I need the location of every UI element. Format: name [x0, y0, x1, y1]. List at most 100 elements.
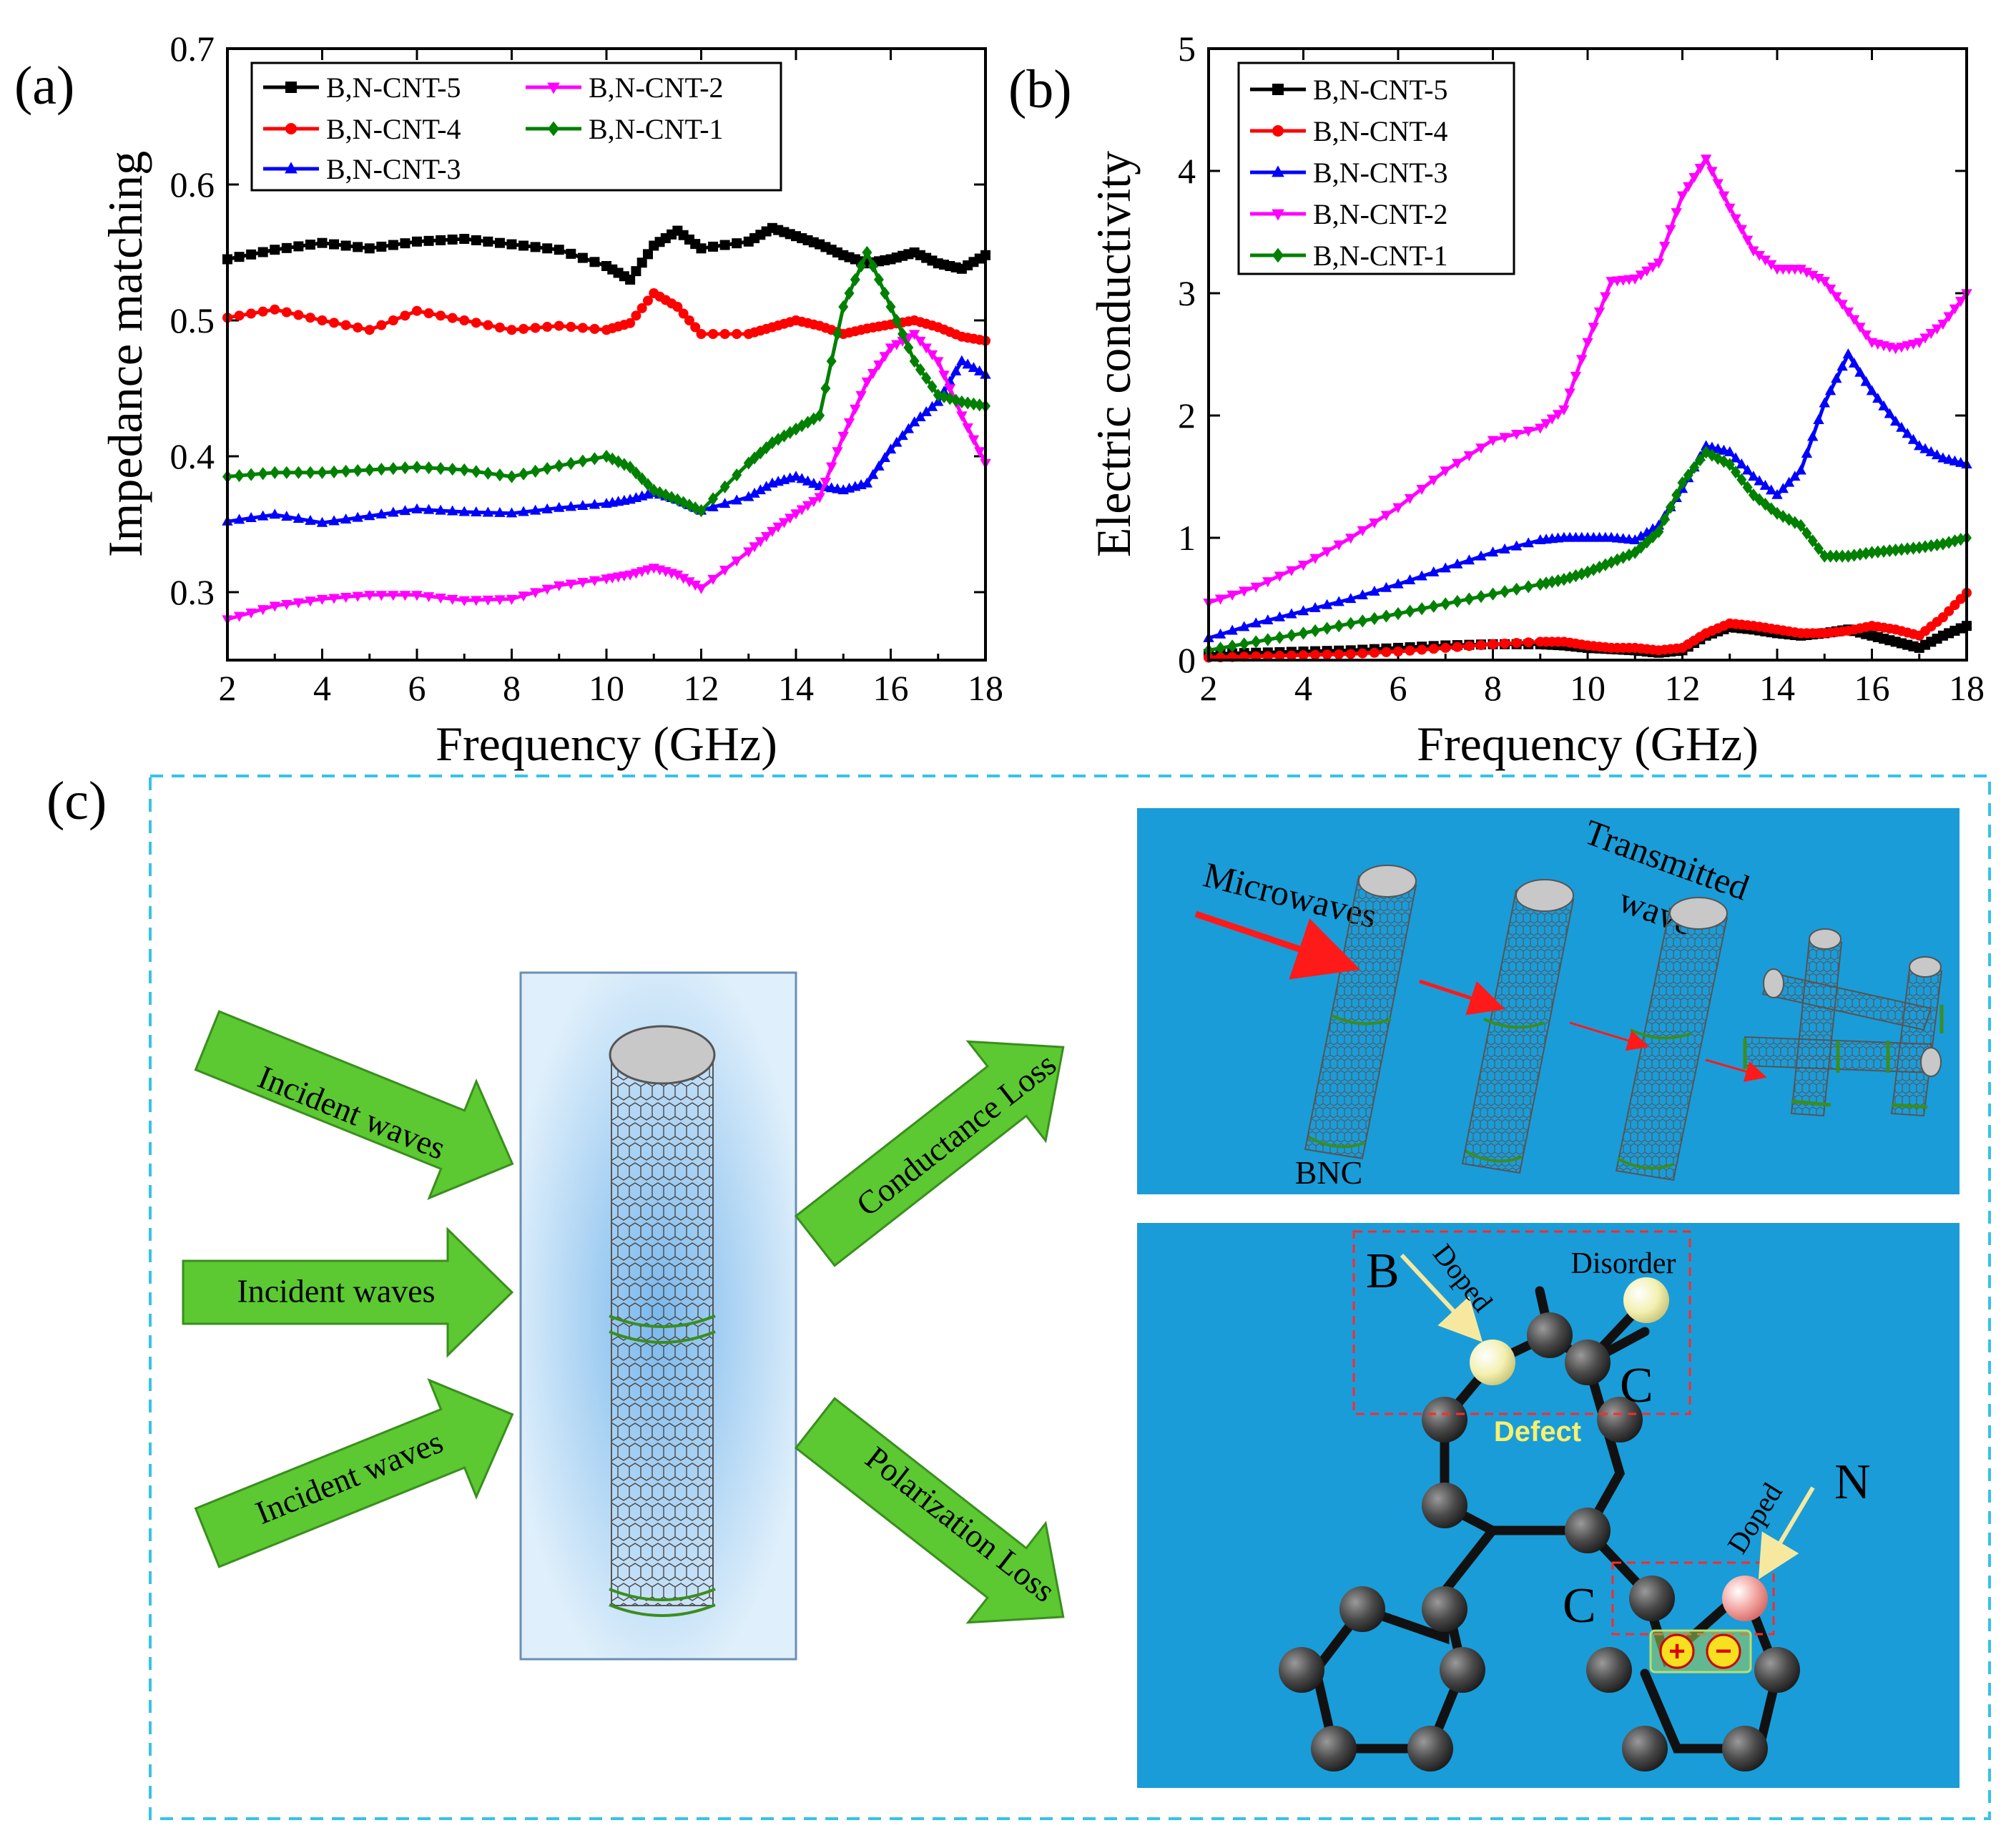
plus-sign: +: [1668, 1636, 1685, 1667]
point-B,N-CNT-1: [506, 470, 517, 483]
point-B,N-CNT-2: [772, 522, 784, 533]
point-B,N-CNT-3: [1238, 621, 1250, 631]
point-B,N-CNT-1: [927, 380, 938, 393]
point-B,N-CNT-3: [1724, 446, 1736, 456]
point-B,N-CNT-3: [1860, 375, 1872, 386]
tube-2: [1461, 879, 1575, 1174]
point-B,N-CNT-1: [1369, 611, 1380, 625]
atom-label-n: N: [1834, 1455, 1871, 1510]
point-B,N-CNT-4: [270, 304, 280, 315]
point-B,N-CNT-2: [388, 591, 399, 601]
point-B,N-CNT-2: [850, 404, 861, 415]
x-tick-label: 16: [873, 668, 909, 708]
incident-arrow-3: Incident waves: [194, 1378, 514, 1568]
point-B,N-CNT-2: [749, 542, 760, 553]
point-B,N-CNT-1: [436, 462, 446, 476]
point-B,N-CNT-4: [690, 322, 701, 333]
point-B,N-CNT-4: [1475, 640, 1486, 651]
point-B,N-CNT-2: [1653, 258, 1665, 269]
point-B,N-CNT-5: [471, 235, 481, 245]
point-B,N-CNT-3: [1487, 546, 1499, 557]
point-B,N-CNT-3: [1369, 585, 1380, 596]
point-B,N-CNT-1: [1286, 629, 1297, 642]
point-B,N-CNT-4: [1357, 648, 1368, 659]
point-B,N-CNT-3: [375, 508, 388, 518]
polarization-loss-label: Polarization Loss: [859, 1439, 1062, 1609]
series-line-B,N-CNT-3: [1208, 353, 1967, 640]
point-B,N-CNT-1: [1760, 497, 1771, 511]
legend-marker: [1272, 247, 1284, 263]
point-B,N-CNT-1: [613, 455, 624, 468]
point-B,N-CNT-2: [1860, 330, 1872, 341]
point-B,N-CNT-5: [317, 237, 328, 248]
point-B,N-CNT-1: [1630, 546, 1641, 559]
x-tick-label: 10: [1570, 668, 1606, 708]
point-B,N-CNT-2: [802, 501, 814, 511]
point-B,N-CNT-1: [1742, 481, 1753, 494]
point-B,N-CNT-5: [459, 234, 470, 244]
point-B,N-CNT-3: [1872, 393, 1884, 403]
point-B,N-CNT-1: [903, 340, 914, 355]
point-B,N-CNT-3: [541, 503, 553, 513]
chart-a-xlabel: Frequency (GHz): [436, 717, 777, 771]
legend-marker: [285, 82, 297, 93]
point-B,N-CNT-1: [412, 461, 422, 474]
point-B,N-CNT-2: [879, 352, 890, 363]
point-B,N-CNT-3: [1333, 596, 1344, 606]
point-B,N-CNT-2: [565, 579, 577, 590]
point-B,N-CNT-4: [1464, 641, 1475, 652]
point-B,N-CNT-2: [1475, 443, 1487, 454]
point-B,N-CNT-5: [447, 234, 458, 245]
point-B,N-CNT-5: [636, 257, 647, 268]
chart-b-frame: [1207, 47, 1968, 662]
point-B,N-CNT-5: [696, 243, 707, 254]
point-B,N-CNT-2: [1333, 540, 1344, 551]
point-B,N-CNT-3: [1919, 443, 1931, 453]
point-B,N-CNT-1: [364, 463, 375, 477]
tube-network: [1743, 928, 1944, 1117]
point-B,N-CNT-2: [707, 574, 719, 585]
point-B,N-CNT-2: [1452, 458, 1463, 469]
point-B,N-CNT-4: [1523, 637, 1534, 648]
point-B,N-CNT-2: [399, 591, 411, 601]
point-B,N-CNT-4: [696, 329, 707, 339]
point-B,N-CNT-3: [790, 471, 802, 481]
point-B,N-CNT-3: [1748, 471, 1759, 481]
point-B,N-CNT-2: [1795, 265, 1806, 275]
point-B,N-CNT-2: [1931, 324, 1943, 335]
point-B,N-CNT-1: [1251, 635, 1262, 649]
point-B,N-CNT-1: [963, 396, 973, 410]
point-B,N-CNT-2: [1914, 338, 1925, 348]
point-B,N-CNT-2: [1546, 414, 1558, 425]
point-B,N-CNT-2: [920, 343, 932, 354]
point-B,N-CNT-1: [270, 466, 280, 479]
point-B,N-CNT-4: [554, 320, 564, 331]
point-B,N-CNT-3: [1309, 601, 1321, 612]
point-B,N-CNT-5: [412, 236, 422, 247]
point-B,N-CNT-1: [1867, 546, 1877, 559]
point-B,N-CNT-4: [1500, 638, 1510, 649]
conductance-loss-label: Conductance Loss: [850, 1046, 1063, 1224]
point-B,N-CNT-2: [1683, 182, 1694, 192]
x-tick-label: 18: [1949, 668, 1985, 708]
point-B,N-CNT-1: [1807, 534, 1818, 548]
point-B,N-CNT-5: [566, 248, 576, 259]
point-B,N-CNT-5: [642, 249, 653, 260]
point-B,N-CNT-1: [1440, 597, 1451, 611]
point-B,N-CNT-4: [317, 315, 328, 325]
point-B,N-CNT-1: [1393, 606, 1403, 621]
point-B,N-CNT-3: [1297, 605, 1309, 616]
point-B,N-CNT-3: [1824, 385, 1837, 395]
point-B,N-CNT-1: [1825, 549, 1836, 563]
point-B,N-CNT-3: [743, 491, 754, 501]
point-B,N-CNT-2: [1842, 308, 1854, 318]
point-B,N-CNT-2: [944, 384, 956, 395]
point-B,N-CNT-3: [707, 501, 719, 511]
point-B,N-CNT-3: [1427, 566, 1440, 576]
point-B,N-CNT-4: [1274, 651, 1285, 662]
x-tick-label: 8: [1484, 668, 1502, 708]
point-B,N-CNT-2: [1440, 466, 1451, 477]
chart-a-series: [222, 222, 991, 626]
point-B,N-CNT-2: [933, 357, 944, 368]
point-B,N-CNT-1: [625, 461, 636, 474]
